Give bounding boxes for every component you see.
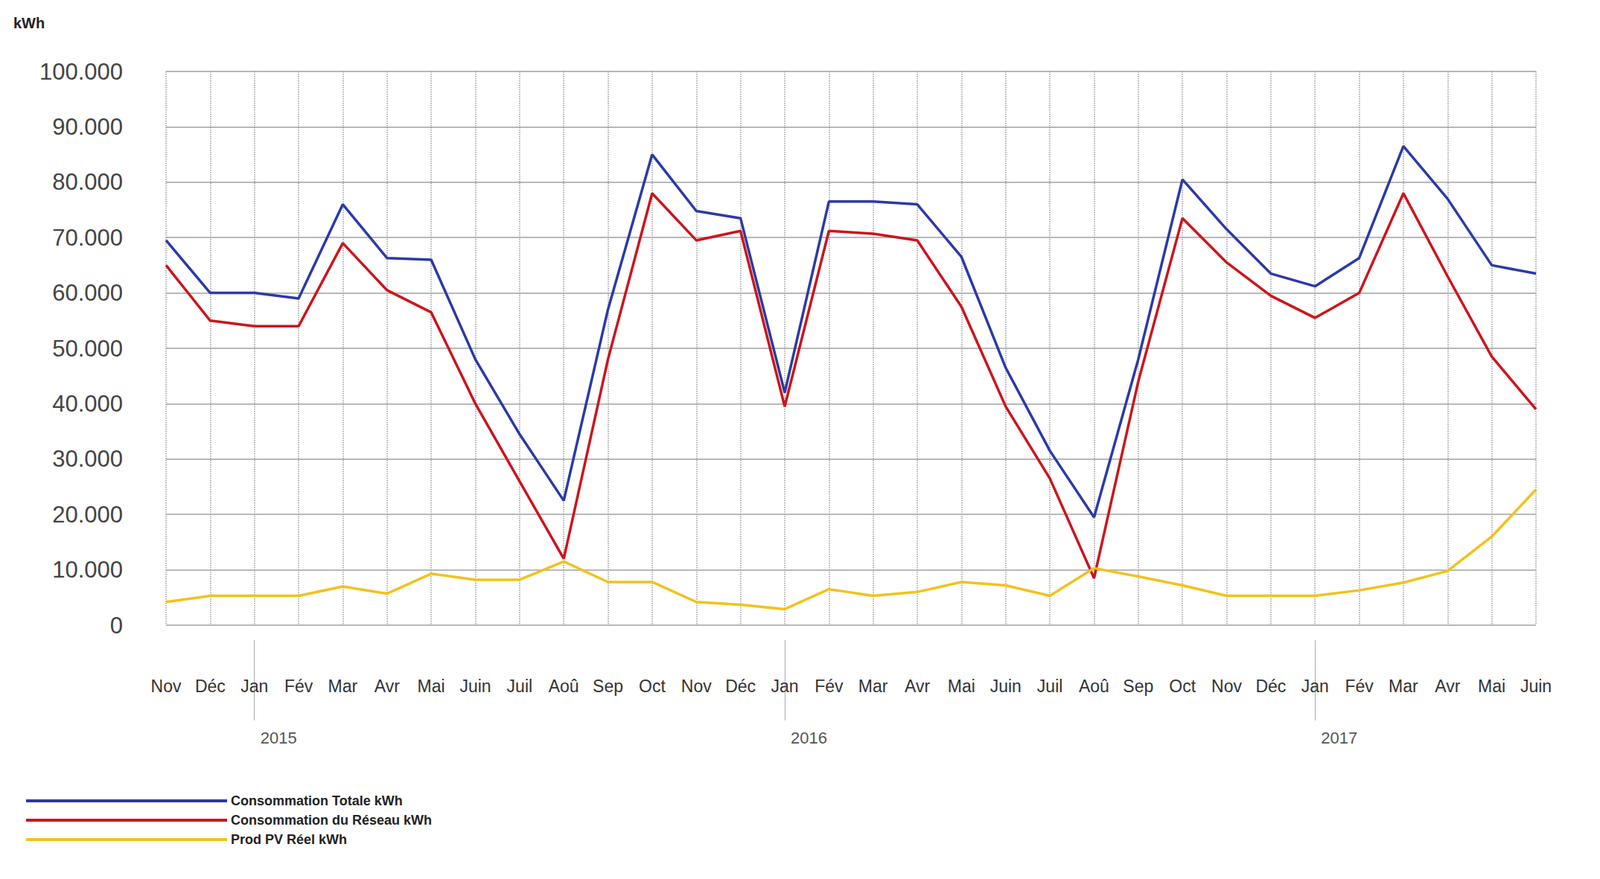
svg-text:Mai: Mai xyxy=(1477,676,1506,697)
svg-text:30.000: 30.000 xyxy=(52,445,123,473)
svg-text:Déc: Déc xyxy=(725,676,756,697)
svg-text:Juil: Juil xyxy=(507,676,534,697)
svg-text:Mar: Mar xyxy=(1388,676,1419,697)
svg-text:70.000: 70.000 xyxy=(52,224,123,251)
svg-text:Nov: Nov xyxy=(681,676,712,697)
svg-text:Déc: Déc xyxy=(1255,676,1286,697)
svg-text:Juil: Juil xyxy=(1037,676,1064,697)
svg-text:Jan: Jan xyxy=(770,676,799,697)
svg-text:Consommation Totale kWh: Consommation Totale kWh xyxy=(230,793,403,809)
svg-text:Oct: Oct xyxy=(1168,676,1196,697)
svg-text:50.000: 50.000 xyxy=(52,335,123,362)
svg-text:2015: 2015 xyxy=(260,728,298,748)
svg-text:Sep: Sep xyxy=(592,676,624,697)
svg-text:10.000: 10.000 xyxy=(52,556,123,583)
svg-text:0: 0 xyxy=(110,612,123,639)
svg-text:Aoû: Aoû xyxy=(1078,676,1110,697)
svg-text:80.000: 80.000 xyxy=(52,169,123,196)
svg-text:Avr: Avr xyxy=(374,676,400,697)
svg-text:2017: 2017 xyxy=(1320,728,1358,748)
svg-text:Avr: Avr xyxy=(1434,676,1461,697)
svg-text:Nov: Nov xyxy=(151,676,182,697)
svg-text:Mai: Mai xyxy=(417,676,446,697)
svg-text:Juin: Juin xyxy=(990,676,1022,697)
svg-text:Mar: Mar xyxy=(858,676,889,697)
svg-text:Déc: Déc xyxy=(195,676,226,697)
svg-text:kWh: kWh xyxy=(13,14,45,32)
svg-text:Aoû: Aoû xyxy=(548,676,580,697)
svg-text:Avr: Avr xyxy=(904,676,930,697)
svg-text:60.000: 60.000 xyxy=(52,279,123,307)
svg-text:Nov: Nov xyxy=(1211,676,1242,697)
svg-text:Prod PV Réel kWh: Prod PV Réel kWh xyxy=(230,832,347,848)
svg-text:Juin: Juin xyxy=(1520,676,1552,697)
svg-text:90.000: 90.000 xyxy=(52,113,123,140)
svg-text:Fév: Fév xyxy=(284,676,314,697)
svg-text:Sep: Sep xyxy=(1122,676,1154,697)
svg-text:Oct: Oct xyxy=(638,676,666,697)
svg-text:20.000: 20.000 xyxy=(52,501,123,528)
svg-text:40.000: 40.000 xyxy=(52,390,123,417)
svg-text:Consommation du Réseau kWh: Consommation du Réseau kWh xyxy=(230,813,432,828)
svg-text:Juin: Juin xyxy=(459,676,491,697)
svg-text:Mai: Mai xyxy=(947,676,976,697)
svg-text:Jan: Jan xyxy=(240,676,269,697)
svg-text:Mar: Mar xyxy=(328,676,359,697)
svg-text:Fév: Fév xyxy=(1344,676,1374,697)
svg-text:100.000: 100.000 xyxy=(39,58,123,85)
svg-text:Fév: Fév xyxy=(814,676,844,697)
svg-text:2016: 2016 xyxy=(790,728,828,748)
svg-text:Jan: Jan xyxy=(1301,676,1329,697)
